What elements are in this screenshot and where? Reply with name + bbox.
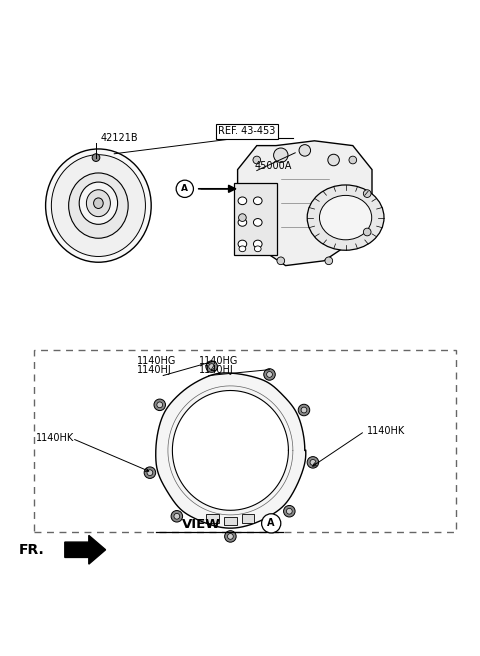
FancyBboxPatch shape — [224, 517, 237, 525]
Circle shape — [363, 190, 371, 197]
Text: A: A — [181, 184, 188, 194]
Text: 1140HJ: 1140HJ — [199, 365, 234, 375]
Circle shape — [267, 371, 273, 377]
Circle shape — [298, 404, 310, 416]
Circle shape — [349, 156, 357, 164]
Circle shape — [209, 363, 215, 369]
Polygon shape — [65, 535, 106, 564]
Ellipse shape — [320, 195, 372, 240]
Circle shape — [287, 508, 292, 514]
Ellipse shape — [51, 155, 145, 256]
Circle shape — [277, 257, 285, 264]
Ellipse shape — [69, 173, 128, 238]
Circle shape — [301, 407, 307, 413]
Text: 45000A: 45000A — [254, 161, 292, 171]
Ellipse shape — [238, 218, 247, 226]
Circle shape — [299, 144, 311, 156]
Circle shape — [144, 467, 156, 478]
Circle shape — [92, 154, 100, 161]
Circle shape — [262, 514, 281, 533]
Circle shape — [225, 531, 236, 542]
FancyBboxPatch shape — [242, 514, 254, 523]
Text: 1140HK: 1140HK — [36, 434, 74, 443]
Polygon shape — [238, 141, 372, 266]
Circle shape — [206, 361, 217, 373]
Circle shape — [253, 156, 261, 164]
Text: 1140HJ: 1140HJ — [137, 365, 171, 375]
Circle shape — [239, 214, 246, 222]
FancyBboxPatch shape — [34, 350, 456, 532]
Ellipse shape — [238, 197, 247, 205]
Text: REF. 43-453: REF. 43-453 — [218, 126, 276, 136]
Text: 1140HG: 1140HG — [199, 356, 239, 365]
Ellipse shape — [46, 149, 151, 262]
Circle shape — [228, 533, 233, 539]
Circle shape — [264, 369, 276, 380]
Ellipse shape — [307, 185, 384, 250]
Circle shape — [363, 228, 371, 236]
Circle shape — [284, 506, 295, 517]
Text: VIEW: VIEW — [182, 518, 221, 531]
Ellipse shape — [238, 240, 247, 248]
Polygon shape — [156, 373, 306, 528]
Text: A: A — [267, 518, 275, 528]
Circle shape — [325, 257, 333, 264]
Text: 1140HG: 1140HG — [137, 356, 176, 365]
Circle shape — [274, 148, 288, 163]
Text: FR.: FR. — [19, 543, 45, 557]
Circle shape — [328, 154, 339, 166]
Ellipse shape — [254, 246, 261, 252]
Circle shape — [176, 180, 193, 197]
Ellipse shape — [86, 190, 110, 216]
FancyBboxPatch shape — [234, 183, 277, 255]
Ellipse shape — [94, 198, 103, 209]
Circle shape — [147, 470, 153, 476]
Ellipse shape — [239, 246, 246, 252]
Polygon shape — [172, 390, 288, 510]
Text: 42121B: 42121B — [101, 133, 138, 144]
Ellipse shape — [79, 182, 118, 224]
Circle shape — [307, 457, 319, 468]
Circle shape — [154, 399, 166, 411]
Circle shape — [157, 402, 163, 407]
Circle shape — [174, 514, 180, 519]
Circle shape — [171, 510, 182, 522]
Ellipse shape — [253, 218, 262, 226]
Text: 1140HK: 1140HK — [367, 426, 406, 436]
Ellipse shape — [253, 197, 262, 205]
FancyBboxPatch shape — [206, 514, 219, 523]
Ellipse shape — [253, 240, 262, 248]
Circle shape — [310, 459, 316, 465]
